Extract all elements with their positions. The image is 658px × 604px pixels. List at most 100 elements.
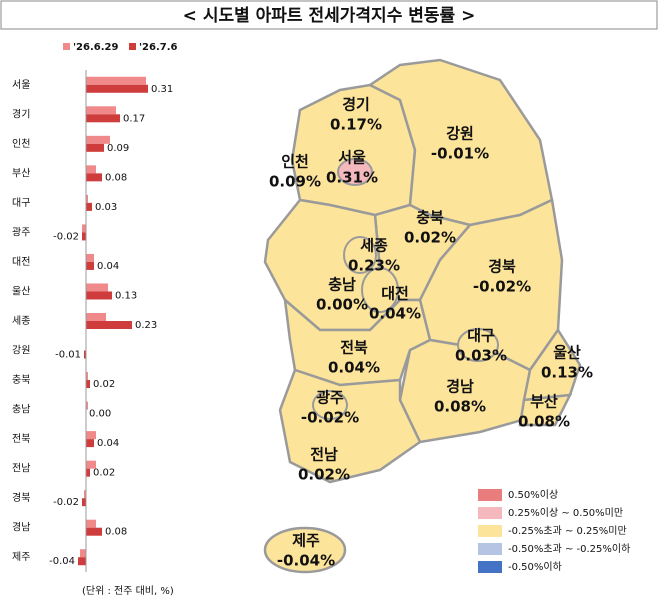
data-label: -0.02 <box>53 231 79 242</box>
region-name: 부산 <box>530 393 558 411</box>
category-label: 세종 <box>12 315 30 327</box>
region-value: 0.23% <box>348 257 400 275</box>
region-shape <box>398 338 532 444</box>
data-label: 0.08 <box>105 172 127 183</box>
region-shape <box>283 296 432 387</box>
region-name: 대전 <box>381 285 409 303</box>
bar <box>86 165 96 174</box>
bar <box>86 135 110 144</box>
bar <box>86 439 94 448</box>
legend-swatch <box>63 43 70 50</box>
bar <box>86 380 90 389</box>
region-name: 충남 <box>328 276 356 294</box>
bar <box>86 519 96 528</box>
region-value: 0.08% <box>434 398 486 416</box>
region-name: 경북 <box>488 258 516 276</box>
data-label: 0.08 <box>105 527 127 538</box>
category-label: 대전 <box>12 256 30 268</box>
region-value: 0.03% <box>455 347 507 365</box>
region-name: 제주 <box>292 532 320 550</box>
bar <box>86 76 146 85</box>
region-shape <box>337 158 373 186</box>
bar <box>82 498 86 507</box>
bar <box>80 549 86 558</box>
bar <box>86 372 88 381</box>
data-label: 0.04 <box>97 438 119 449</box>
region-value: 0.09% <box>269 173 321 191</box>
category-label: 서울 <box>12 79 30 91</box>
title: < 시도별 아파트 전세가격지수 변동률 > <box>183 6 476 26</box>
bar <box>86 261 94 270</box>
region-name: 경기 <box>342 96 370 114</box>
data-label: 0.04 <box>97 261 119 272</box>
bar <box>78 557 86 566</box>
category-label: 대구 <box>12 197 30 209</box>
category-label: 강원 <box>12 345 30 357</box>
data-label: 0.00 <box>89 409 111 420</box>
legend-label: '26.7.6 <box>139 42 178 53</box>
map-legend-swatch <box>478 561 502 573</box>
data-label: 0.13 <box>115 290 137 301</box>
region-value: 0.08% <box>518 413 570 431</box>
region-value: -0.02% <box>473 278 531 296</box>
category-label: 경기 <box>12 107 30 120</box>
region-name: 울산 <box>553 344 581 362</box>
bar <box>86 283 108 292</box>
map-legend-swatch <box>478 525 502 537</box>
region-value: -0.01% <box>431 145 489 163</box>
bar <box>82 224 86 233</box>
region-value: -0.02% <box>301 409 359 427</box>
map-legend-swatch <box>478 489 502 501</box>
region-shape <box>263 526 347 574</box>
region-name: 강원 <box>446 125 474 143</box>
bar <box>86 253 94 262</box>
bar <box>86 173 102 182</box>
bar <box>86 401 88 410</box>
data-label: 0.03 <box>95 202 117 213</box>
data-label: -0.02 <box>53 497 79 508</box>
category-label: 전북 <box>12 433 30 445</box>
map-legend-label: -0.50%초과 ~ -0.25%이하 <box>508 542 630 555</box>
region-shape <box>518 393 573 427</box>
region-name: 충북 <box>416 209 444 227</box>
region-value: 0.13% <box>541 364 593 382</box>
region-name: 서울 <box>338 149 366 167</box>
map-legend-label: -0.50%이하 <box>508 560 562 573</box>
data-label: 0.17 <box>123 113 145 124</box>
map-legend-label: 0.50%이상 <box>508 489 558 501</box>
region-name: 인천 <box>281 153 309 171</box>
data-label: 0.02 <box>93 379 115 390</box>
category-label: 전남 <box>12 463 30 475</box>
bar <box>84 490 86 499</box>
region-value: -0.04% <box>277 552 335 570</box>
region-shape <box>312 390 348 420</box>
bar <box>86 431 96 440</box>
category-label: 충북 <box>12 374 30 386</box>
note: (단위 : 전주 대비, %) <box>82 584 174 597</box>
data-label: -0.01 <box>55 350 81 361</box>
category-label: 울산 <box>12 285 30 297</box>
category-label: 부산 <box>12 167 30 179</box>
map-legend-label: 0.25%이상 ~ 0.50%미만 <box>508 507 623 519</box>
bar <box>86 106 116 115</box>
region-name: 전북 <box>340 339 368 357</box>
bar <box>82 232 86 241</box>
bar <box>86 460 96 469</box>
region-value: 0.31% <box>326 169 378 187</box>
region-name: 세종 <box>360 237 388 255</box>
map <box>263 58 582 574</box>
region-value: 0.00% <box>316 296 368 314</box>
region-value: 0.02% <box>404 229 456 247</box>
bar <box>86 143 104 152</box>
bar <box>86 202 92 211</box>
bar <box>86 84 148 93</box>
legend-label: '26.6.29 <box>73 42 118 53</box>
data-label: -0.04 <box>49 556 75 567</box>
region-shape <box>522 327 582 402</box>
map-legend-swatch <box>478 543 502 555</box>
category-label: 경남 <box>12 521 30 534</box>
region-name: 광주 <box>316 389 344 407</box>
region-name: 전남 <box>310 446 338 464</box>
data-label: 0.02 <box>93 468 115 479</box>
